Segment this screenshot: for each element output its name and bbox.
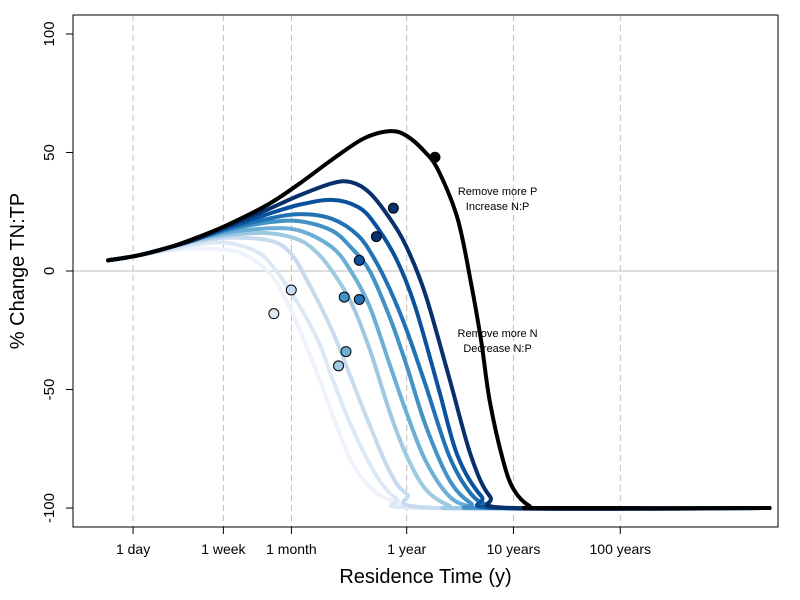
series-markers <box>268 151 441 372</box>
annotation-text: Remove more N <box>458 328 538 340</box>
series-line-6 <box>106 218 772 511</box>
series-marker-2 <box>268 308 280 320</box>
x-axis-label: Residence Time (y) <box>339 566 511 588</box>
series-marker-6 <box>338 291 350 303</box>
y-axis: 100 50 0 -50 -100 <box>41 21 73 523</box>
series-marker-5 <box>340 346 352 358</box>
series-marker-4 <box>333 360 345 372</box>
series-marker-3 <box>285 284 297 296</box>
y-tick-label: -50 <box>41 379 58 401</box>
series-line-2 <box>106 240 772 511</box>
series-line-1 <box>106 246 772 511</box>
y-axis-label: % Change TN:TP <box>7 193 29 349</box>
series-marker-9 <box>370 231 382 243</box>
y-tick-label: -100 <box>41 493 58 523</box>
series-line-5 <box>106 226 772 511</box>
annotation-text: Remove more P <box>458 186 537 198</box>
y-tick-label: 50 <box>41 144 58 161</box>
annotation-text: Decrease N:P <box>463 343 531 355</box>
y-tick-label: 0 <box>41 267 58 275</box>
series-marker-7 <box>353 293 365 305</box>
series-marker-11 <box>387 202 399 214</box>
x-tick-label: 1 month <box>266 541 317 557</box>
series-lines <box>106 129 772 512</box>
annotation-text: Increase N:P <box>466 201 530 213</box>
series-line-10 <box>106 129 772 511</box>
series-marker-8 <box>353 254 365 266</box>
x-tick-label: 1 year <box>387 541 426 557</box>
annotations: Remove more P Increase N:P Remove more N De… <box>458 186 538 355</box>
x-tick-label: 1 week <box>201 541 246 557</box>
x-tick-label: 10 years <box>487 541 541 557</box>
x-tick-label: 100 years <box>590 541 651 557</box>
series-line-7 <box>106 212 772 511</box>
x-axis: 1 day 1 week 1 month 1 year 10 years 100 year… <box>116 527 651 557</box>
series-marker-10 <box>429 151 441 163</box>
series-line-4 <box>106 230 772 511</box>
series-line-3 <box>106 235 772 512</box>
y-tick-label: 100 <box>41 21 58 46</box>
x-tick-label: 1 day <box>116 541 150 557</box>
